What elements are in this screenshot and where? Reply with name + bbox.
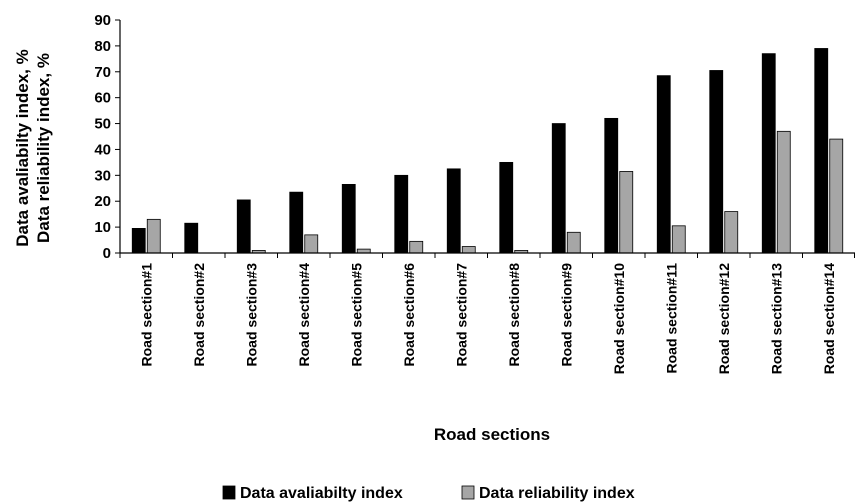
bar-availability: [289, 191, 304, 254]
bar-availability: [709, 70, 724, 254]
bar-reliability: [724, 211, 739, 254]
bar-availability: [341, 183, 356, 254]
x-category-label: Road section#2: [191, 263, 207, 367]
y-tick-label: 40: [94, 141, 111, 158]
legend-label: Data avaliabilty index: [240, 485, 403, 502]
y-tick-label: 30: [94, 167, 111, 184]
y-axis-title-line-1: Data avaliabilty index, %: [13, 49, 32, 246]
bar-reliability: [409, 240, 424, 254]
legend: Data avaliabilty index Data reliability i…: [222, 485, 635, 502]
x-category-label: Road section#1: [138, 263, 154, 367]
x-category-label: Road section#6: [401, 263, 417, 367]
y-tick-label: 50: [94, 116, 111, 133]
bar-reliability: [566, 231, 581, 254]
y-tick-label: 10: [94, 219, 111, 236]
x-category-label: Road section#14: [821, 263, 837, 374]
bar-reliability: [146, 218, 161, 254]
bar-reliability: [304, 234, 319, 254]
bar-reliability: [461, 246, 476, 254]
axes: [119, 20, 855, 258]
y-tick-label: 20: [94, 193, 111, 210]
legend-swatch: [461, 485, 475, 500]
x-category-label: Road section#12: [716, 263, 732, 374]
y-tick-label: 0: [103, 245, 111, 262]
legend-swatch: [222, 485, 236, 500]
y-axis-ticks: 0 10 20 30 40 50 60 70 80 90: [94, 12, 120, 262]
x-category-label: Road section#13: [768, 263, 784, 374]
x-category-label: Road section#3: [243, 263, 259, 367]
x-category-label: Road section#10: [611, 263, 627, 374]
x-category-label: Road section#8: [506, 263, 522, 367]
bar-availability: [236, 199, 251, 254]
bar-availability: [761, 53, 776, 254]
bar-availability: [446, 168, 461, 254]
x-category-label: Road section#11: [663, 263, 679, 374]
x-category-label: Road section#9: [558, 263, 574, 367]
y-axis-title-line-2: Data reliability index, %: [34, 53, 53, 243]
x-category-label: Road section#4: [296, 263, 312, 367]
x-category-label: Road section#7: [453, 263, 469, 367]
x-category-label: Road section#5: [348, 263, 364, 367]
bar-reliability: [671, 225, 686, 254]
bar-availability: [604, 117, 619, 254]
y-tick-label: 70: [94, 64, 111, 81]
bars: [131, 48, 844, 254]
y-axis-title: Data avaliabilty index, % Data reliabili…: [13, 49, 53, 246]
bar-availability: [814, 48, 829, 254]
bar-availability: [551, 123, 566, 254]
y-tick-label: 80: [94, 38, 111, 55]
bar-reliability: [619, 171, 634, 254]
y-tick-label: 90: [94, 12, 111, 29]
bar-availability: [394, 174, 409, 254]
bar-availability: [184, 222, 199, 254]
bar-reliability: [829, 138, 844, 254]
bar-availability: [499, 161, 514, 254]
y-tick-label: 60: [94, 90, 111, 107]
bar-reliability: [776, 130, 791, 254]
legend-label: Data reliability index: [479, 485, 635, 502]
bar-availability: [656, 75, 671, 254]
bar-availability: [131, 228, 146, 254]
category-labels: Road section#1 Road section#2 Road section…: [138, 263, 837, 374]
x-axis-title: Road sections: [434, 425, 550, 444]
